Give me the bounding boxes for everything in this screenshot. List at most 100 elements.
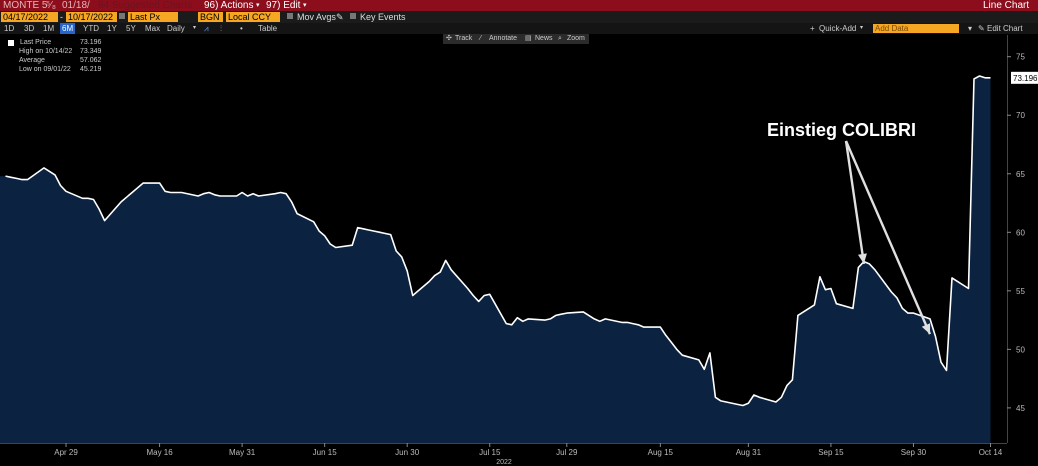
key-events-checkbox[interactable] <box>350 13 356 19</box>
data-point <box>54 173 57 176</box>
data-point <box>829 287 832 290</box>
bar-style-icon[interactable]: ⫶ <box>220 24 222 33</box>
data-point <box>103 219 106 222</box>
pencil-icon[interactable]: ✎ <box>978 24 985 33</box>
annotation-arrowhead <box>921 323 931 335</box>
annotate-button[interactable]: Annotate <box>489 35 518 42</box>
data-point <box>318 230 321 233</box>
data-point <box>670 341 673 344</box>
range-5y-button[interactable]: 5Y <box>126 24 136 33</box>
data-point <box>158 182 161 185</box>
data-point <box>373 230 376 233</box>
data-point <box>208 191 211 194</box>
key-events-label[interactable]: Key Events <box>360 12 406 22</box>
data-point <box>48 170 51 173</box>
data-point <box>21 178 24 181</box>
legend: Last Price 73.196 High on 10/14/22 73.34… <box>3 38 103 74</box>
security-ticker[interactable]: MONTE 5 <box>3 0 48 11</box>
data-point <box>26 178 29 181</box>
mov-avgs-label[interactable]: Mov Avgs <box>297 12 336 22</box>
data-point <box>791 378 794 381</box>
source-field[interactable]: BGN <box>198 12 223 22</box>
data-point <box>323 234 326 237</box>
news-button[interactable]: News <box>535 35 553 42</box>
edit-chart-button[interactable]: Edit Chart <box>987 24 1023 33</box>
start-date-field[interactable]: 04/17/2022 <box>1 12 58 22</box>
table-button[interactable]: Table <box>258 24 278 33</box>
annotation-arrow <box>844 140 866 265</box>
data-point <box>951 276 954 279</box>
x-tick-label: Apr 29 <box>54 448 78 457</box>
pencil-icon[interactable]: ✎ <box>336 12 344 22</box>
range-1y-button[interactable]: 1Y <box>107 24 117 33</box>
data-point <box>389 233 392 236</box>
quick-add-button[interactable]: Quick-Add <box>819 24 857 33</box>
data-point <box>560 313 563 316</box>
currency-select[interactable]: Local CCY <box>226 12 280 22</box>
line-style-icon[interactable]: ⩘ <box>204 24 209 33</box>
x-axis: Apr 29 May 16 May 31 Jun 15 Jun 30 Jul 15 Jul … <box>0 443 1007 466</box>
data-point <box>984 76 987 79</box>
data-point <box>835 302 838 305</box>
legend-mask <box>49 57 77 64</box>
data-point <box>703 368 706 371</box>
data-point <box>973 77 976 80</box>
data-point <box>329 243 332 246</box>
data-point <box>582 310 585 313</box>
price-field-select[interactable]: Last Px <box>128 12 178 22</box>
range-toolbar: 1D 3D 1M 6M YTD 1Y 5Y Max Daily ▾ ⩘ ⫶ • … <box>0 23 1038 34</box>
data-point <box>428 280 431 283</box>
end-date-field[interactable]: 10/17/2022 <box>66 12 117 22</box>
range-1d-button[interactable]: 1D <box>4 24 15 33</box>
range-ytd-button[interactable]: YTD <box>83 24 99 33</box>
y-tick-label: 75 <box>1016 53 1025 62</box>
data-point <box>312 220 315 223</box>
zoom-icon: ⌕ <box>558 35 562 42</box>
x-tick-label: Sep 30 <box>901 448 927 457</box>
range-3d-button[interactable]: 3D <box>24 24 35 33</box>
security-date-code: 01/18/ <box>62 0 90 11</box>
actions-menu[interactable]: 96) Actions <box>204 0 254 11</box>
track-icon: ✣ <box>446 35 452 42</box>
data-point <box>818 275 821 278</box>
add-data-input[interactable]: Add Data <box>873 24 959 33</box>
data-point <box>241 191 244 194</box>
legend-label: Low on 09/01/22 <box>19 66 71 73</box>
data-point <box>246 195 249 198</box>
range-max-button[interactable]: Max <box>145 24 161 33</box>
x-tick-label: Aug 15 <box>648 448 674 457</box>
data-point <box>758 396 761 399</box>
frequency-select[interactable]: Daily <box>167 24 185 33</box>
news-icon: ▤ <box>525 35 532 42</box>
range-6m-button[interactable]: 6M <box>60 23 76 34</box>
track-button[interactable]: Track <box>455 35 473 42</box>
chevron-down-icon: ▾ <box>256 2 260 9</box>
data-point <box>483 294 486 297</box>
data-point <box>989 76 992 79</box>
suggested-charts-text: 94 Suggested Charts <box>98 0 192 11</box>
data-point <box>697 358 700 361</box>
range-1m-button[interactable]: 1M <box>43 24 55 33</box>
legend-value: 73.196 <box>80 39 102 46</box>
x-tick-label: Oct 14 <box>979 448 1003 457</box>
calendar-icon[interactable] <box>119 13 125 19</box>
data-point <box>741 404 744 407</box>
data-point <box>890 291 893 294</box>
data-point <box>367 229 370 232</box>
data-point <box>598 320 601 323</box>
date-separator: - <box>60 12 63 22</box>
data-point <box>736 403 739 406</box>
data-point <box>351 244 354 247</box>
legend-label: High on 10/14/22 <box>19 48 73 55</box>
security-suffix: ⁵⁄₈ <box>46 0 56 11</box>
edit-menu[interactable]: 97) Edit <box>266 0 301 11</box>
data-point <box>895 296 898 299</box>
data-point <box>907 312 910 315</box>
mov-avgs-checkbox[interactable] <box>287 13 293 19</box>
zoom-button[interactable]: Zoom <box>567 35 585 42</box>
data-point <box>587 314 590 317</box>
data-point <box>219 195 222 198</box>
data-point <box>796 314 799 317</box>
data-point <box>285 192 288 195</box>
